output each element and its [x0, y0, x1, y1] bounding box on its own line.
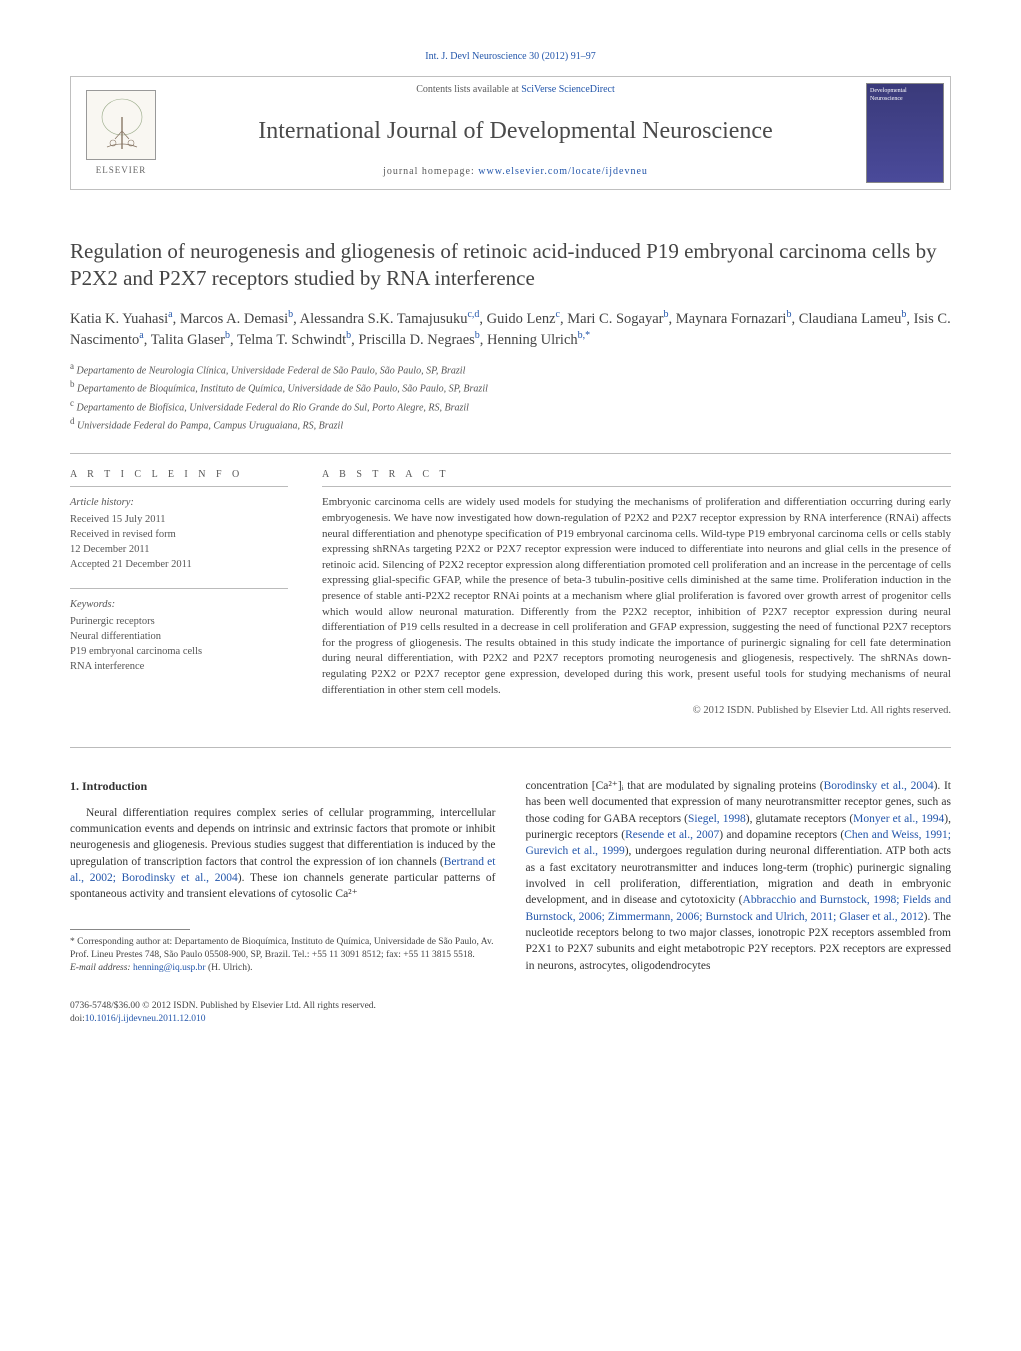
publisher-name: ELSEVIER — [96, 164, 147, 177]
publisher-logo-region: ELSEVIER — [71, 77, 171, 189]
keyword-item: Purinergic receptors — [70, 614, 288, 629]
affiliation-list: a Departamento de Neurologia Clínica, Un… — [70, 360, 951, 433]
email-suffix: (H. Ulrich). — [208, 963, 253, 973]
doi-link[interactable]: 10.1016/j.ijdevneu.2011.12.010 — [85, 1014, 206, 1024]
journal-cover-thumbnail: Developmental Neuroscience — [866, 83, 944, 183]
keyword-item: P19 embryonal carcinoma cells — [70, 644, 288, 659]
author-list: Katia K. Yuahasia, Marcos A. Demasib, Al… — [70, 308, 951, 350]
abstract-label: A B S T R A C T — [322, 468, 951, 482]
doi-line: doi:10.1016/j.ijdevneu.2011.12.010 — [70, 1013, 496, 1026]
para-text: Neural differentiation requires complex … — [70, 807, 496, 868]
corr-author-text: * Corresponding author at: Departamento … — [70, 936, 496, 963]
citation-link[interactable]: Monyer et al., 1994 — [853, 813, 944, 825]
affiliation-line: c Departamento de Biofísica, Universidad… — [70, 397, 951, 415]
abstract-copyright: © 2012 ISDN. Published by Elsevier Ltd. … — [322, 704, 951, 719]
body-left-column: 1. Introduction Neural differentiation r… — [70, 778, 496, 1026]
history-heading: Article history: — [70, 495, 288, 510]
header-center: Contents lists available at SciVerse Sci… — [171, 77, 860, 189]
running-header: Int. J. Devl Neuroscience 30 (2012) 91–9… — [70, 50, 951, 64]
section-divider — [70, 747, 951, 748]
citation-link[interactable]: Borodinsky et al., 2004 — [824, 780, 934, 792]
homepage-prefix: journal homepage: — [383, 166, 478, 177]
article-title: Regulation of neurogenesis and gliogenes… — [70, 238, 951, 292]
corresponding-author-footnote: * Corresponding author at: Departamento … — [70, 936, 496, 976]
history-line: 12 December 2011 — [70, 542, 288, 557]
issn-copyright: 0736-5748/$36.00 © 2012 ISDN. Published … — [70, 1000, 496, 1013]
elsevier-tree-icon — [86, 90, 156, 160]
introduction-heading: 1. Introduction — [70, 778, 496, 795]
affiliation-line: b Departamento de Bioquímica, Instituto … — [70, 378, 951, 396]
copyright-issn-line: 0736-5748/$36.00 © 2012 ISDN. Published … — [70, 1000, 496, 1027]
journal-header-box: ELSEVIER Contents lists available at Sci… — [70, 76, 951, 190]
keywords-block: Keywords: Purinergic receptorsNeural dif… — [70, 588, 288, 674]
intro-paragraph-2: concentration [Ca²⁺]ᵢ that are modulated… — [526, 778, 952, 974]
contents-prefix: Contents lists available at — [416, 84, 521, 95]
para-text: ), glutamate receptors ( — [746, 813, 853, 825]
history-line: Received 15 July 2011 — [70, 512, 288, 527]
cover-thumb-region: Developmental Neuroscience — [860, 77, 950, 189]
affiliation-line: d Universidade Federal do Pampa, Campus … — [70, 415, 951, 433]
email-label: E-mail address: — [70, 963, 133, 973]
abstract-column: A B S T R A C T Embryonic carcinoma cell… — [322, 468, 951, 719]
affiliation-line: a Departamento de Neurologia Clínica, Un… — [70, 360, 951, 378]
journal-homepage-line: journal homepage: www.elsevier.com/locat… — [181, 165, 850, 179]
article-info-column: A R T I C L E I N F O Article history: R… — [70, 468, 288, 719]
article-info-label: A R T I C L E I N F O — [70, 468, 288, 482]
page-root: Int. J. Devl Neuroscience 30 (2012) 91–9… — [0, 0, 1021, 1066]
cover-label: Developmental Neuroscience — [870, 87, 940, 104]
journal-name: International Journal of Developmental N… — [181, 115, 850, 149]
para-text: ) and dopamine receptors ( — [719, 829, 844, 841]
email-line: E-mail address: henning@iq.usp.br (H. Ul… — [70, 962, 496, 975]
journal-homepage-link[interactable]: www.elsevier.com/locate/ijdevneu — [478, 166, 648, 177]
abstract-text: Embryonic carcinoma cells are widely use… — [322, 486, 951, 698]
body-two-column: 1. Introduction Neural differentiation r… — [70, 778, 951, 1026]
citation-link[interactable]: Int. J. Devl Neuroscience 30 (2012) 91–9… — [425, 51, 596, 62]
intro-paragraph-1: Neural differentiation requires complex … — [70, 805, 496, 903]
keywords-heading: Keywords: — [70, 597, 288, 612]
article-history-block: Article history: Received 15 July 2011Re… — [70, 486, 288, 572]
sciencedirect-link[interactable]: SciVerse ScienceDirect — [521, 84, 615, 95]
citation-link[interactable]: Resende et al., 2007 — [625, 829, 719, 841]
section-divider — [70, 453, 951, 454]
doi-prefix: doi: — [70, 1014, 85, 1024]
keyword-item: RNA interference — [70, 659, 288, 674]
keyword-item: Neural differentiation — [70, 629, 288, 644]
para-text: concentration [Ca²⁺]ᵢ that are modulated… — [526, 780, 824, 792]
history-line: Received in revised form — [70, 527, 288, 542]
history-line: Accepted 21 December 2011 — [70, 557, 288, 572]
info-abstract-row: A R T I C L E I N F O Article history: R… — [70, 468, 951, 719]
elsevier-logo: ELSEVIER — [78, 83, 164, 183]
contents-available-line: Contents lists available at SciVerse Sci… — [181, 83, 850, 97]
corr-email-link[interactable]: henning@iq.usp.br — [133, 963, 206, 973]
citation-link[interactable]: Siegel, 1998 — [688, 813, 746, 825]
footnote-divider — [70, 929, 190, 930]
body-right-column: concentration [Ca²⁺]ᵢ that are modulated… — [526, 778, 952, 1026]
